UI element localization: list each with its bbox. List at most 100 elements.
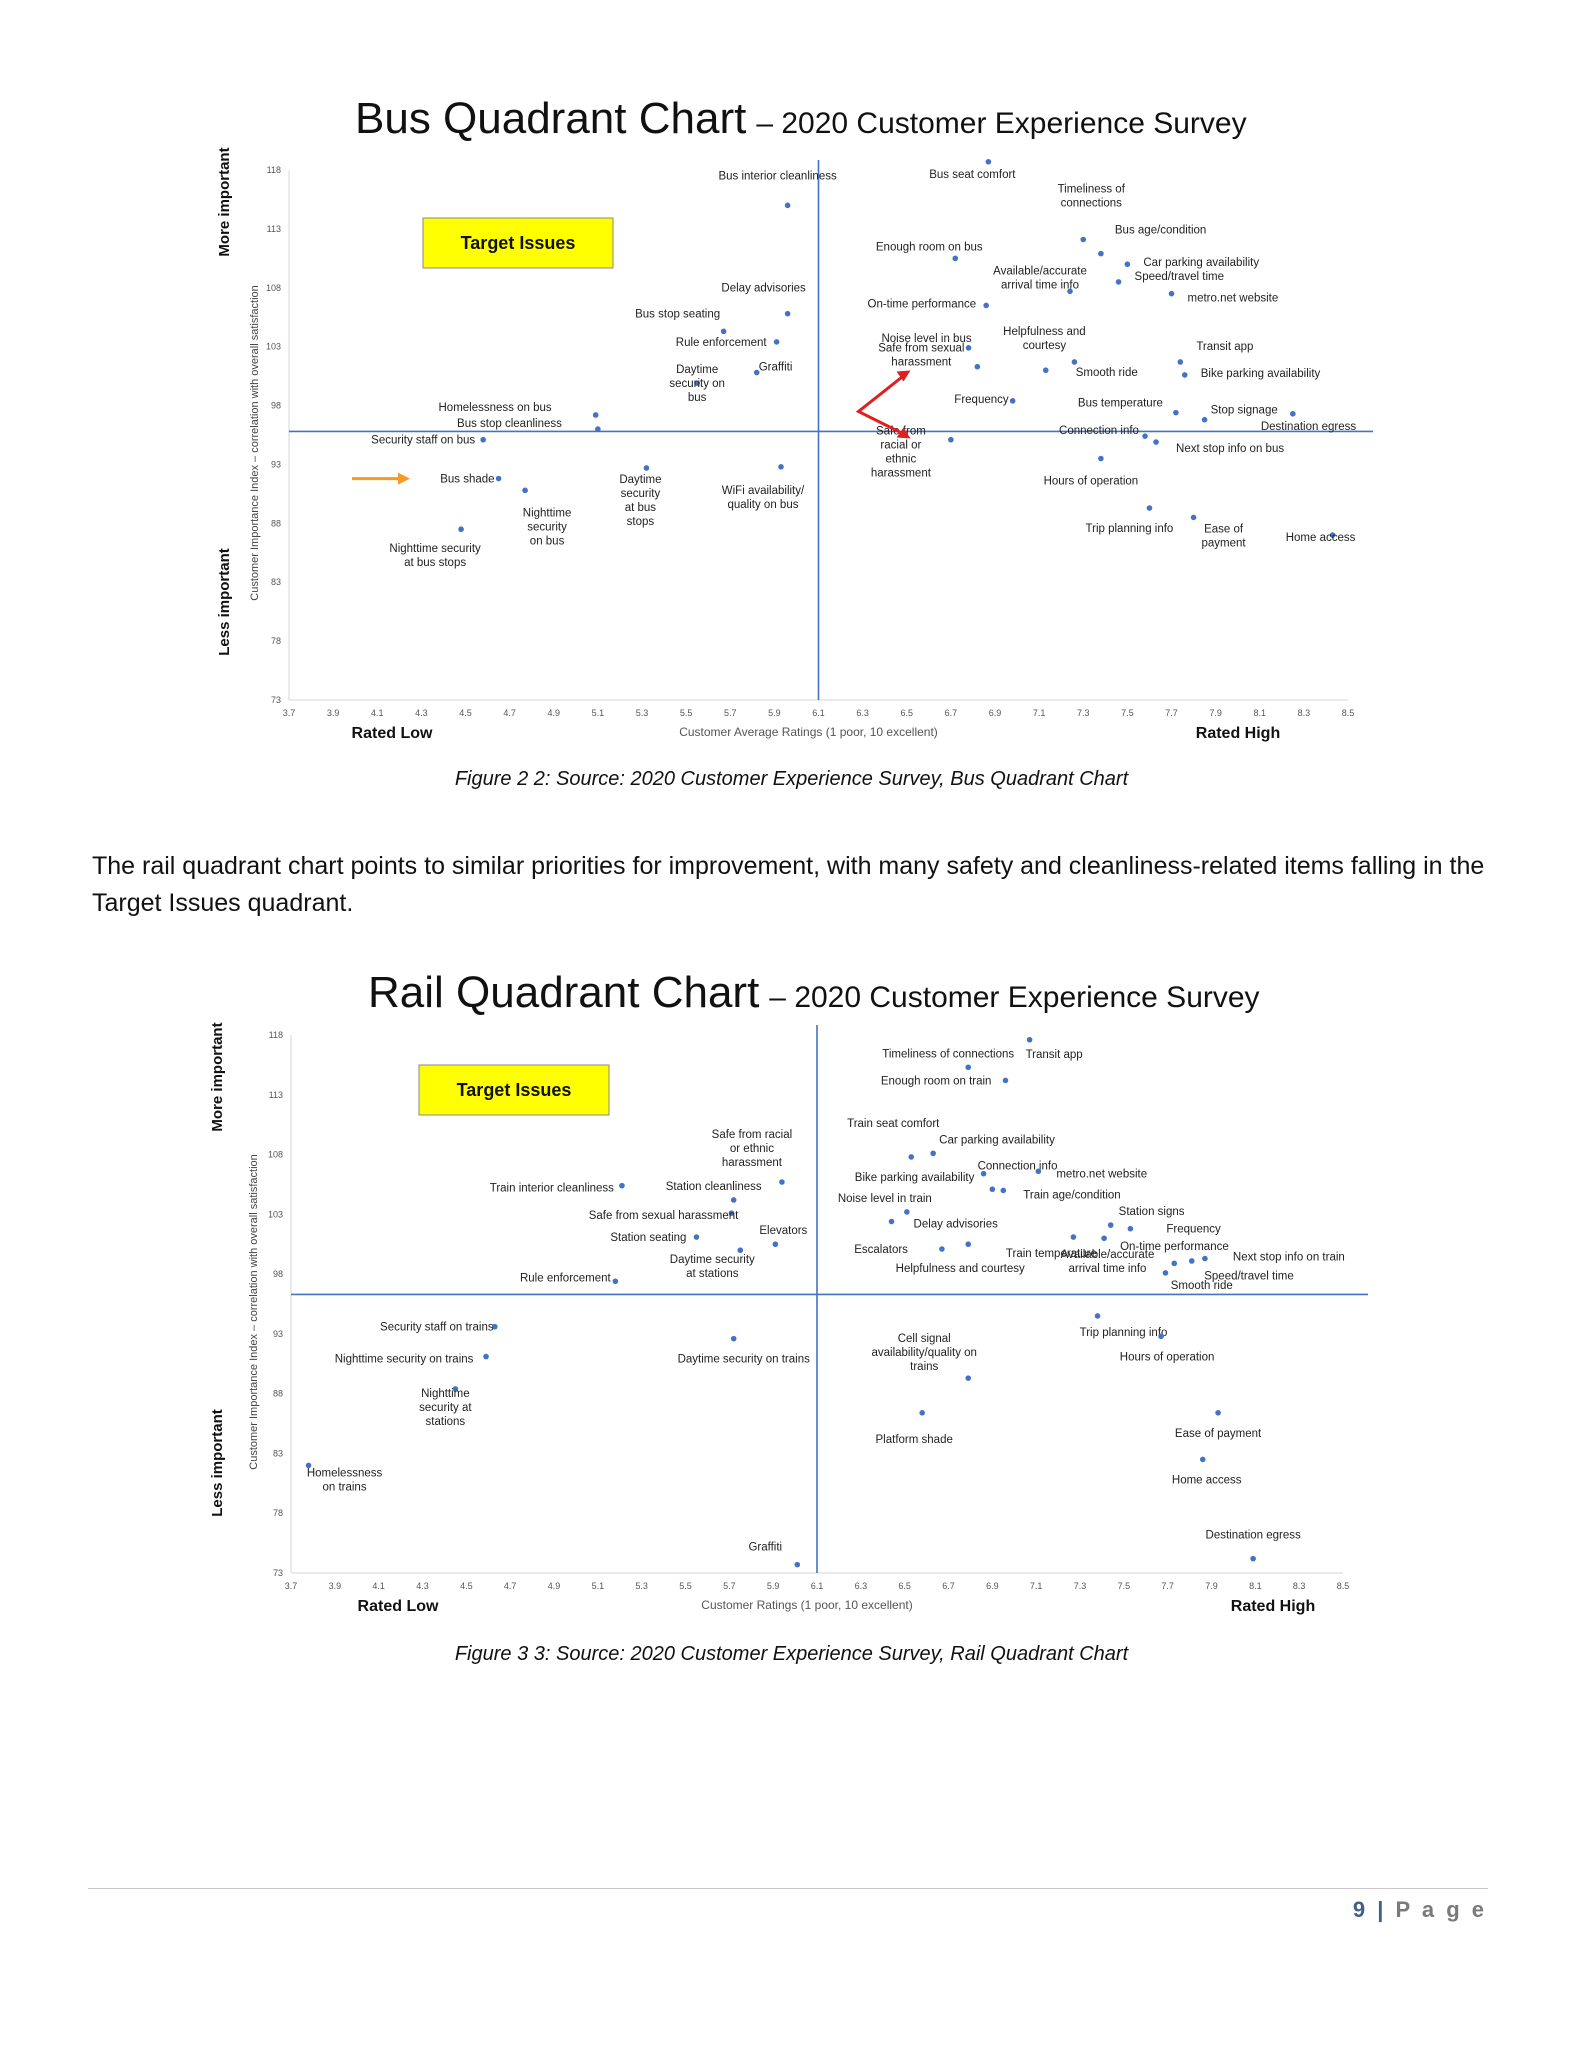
x-tick-label: 4.7: [504, 1581, 517, 1591]
page-separator: |: [1377, 1897, 1387, 1922]
y-tick-label: 78: [271, 636, 281, 646]
x-tick-label: 8.5: [1342, 708, 1355, 718]
point-noise-level-in-bus: [965, 345, 972, 351]
point-elevators: [772, 1241, 779, 1248]
point-bike-parking-availability: [1181, 372, 1188, 378]
point-bus-stop-cleanliness: [595, 426, 601, 432]
more-important-label: More important: [209, 1022, 226, 1131]
point-label-line: Hours of operation: [1044, 476, 1139, 488]
footer-divider: [88, 1888, 1488, 1889]
point-label-helpfulness-and-courtesy: Helpfulness and courtesy: [896, 1263, 1025, 1275]
point-available-accurate-arrival-time-info: [1162, 1270, 1169, 1276]
point-label-line: harassment: [891, 357, 952, 369]
x-tick-label: 4.1: [372, 1581, 385, 1591]
point-label-line: security: [621, 488, 661, 500]
point-wifi-availability-quality-on-bus: [778, 464, 784, 470]
x-tick-label: 5.5: [680, 708, 693, 718]
point-label-line: Bus age/condition: [1115, 225, 1206, 237]
point-label-train-temperature: Train temperature: [1006, 1248, 1097, 1260]
bus-quadrant-chart: Bus Quadrant Chart – 2020 Customer Experi…: [216, 94, 1373, 742]
point-label-hours-of-operation: Hours of operation: [1120, 1351, 1215, 1363]
point-label-line: arrival time info: [1068, 1263, 1146, 1275]
point-transit-app: [1177, 359, 1184, 365]
x-tick-label: 7.7: [1165, 708, 1178, 718]
point-label-transit-app: Transit app: [1196, 341, 1253, 353]
chart-title-subtitle: – 2020 Customer Experience Survey: [756, 107, 1246, 140]
point-safe-from-sexual-harassment: [974, 363, 981, 370]
x-tick-label: 3.7: [283, 708, 296, 718]
point-label-line: Security staff on bus: [371, 435, 475, 447]
point-label-transit-app: Transit app: [1026, 1049, 1083, 1061]
point-label-line: on trains: [322, 1481, 366, 1493]
point-trip-planning-info: [1146, 505, 1153, 511]
x-tick-label: 7.3: [1074, 1581, 1087, 1591]
x-tick-label: 8.1: [1249, 1581, 1262, 1591]
point-label-line: Homelessness: [307, 1467, 383, 1479]
point-label-bus-stop-cleanliness: Bus stop cleanliness: [457, 418, 562, 430]
point-label-line: Bus temperature: [1078, 398, 1163, 410]
point-label-line: harassment: [722, 1157, 783, 1169]
x-axis-title: Customer Average Ratings (1 poor, 10 exc…: [679, 725, 938, 739]
more-important-label: More important: [216, 147, 233, 256]
point-label-line: Noise level in bus: [881, 333, 971, 345]
point-nighttime-security-on-bus: [522, 487, 528, 494]
point-label-graffiti: Graffiti: [748, 1542, 782, 1554]
point-homelessness-on-bus: [592, 412, 599, 418]
point-label-line: Next stop info on train: [1233, 1252, 1345, 1264]
x-tick-label: 7.9: [1209, 708, 1222, 718]
point-daytime-security-at-stations: [737, 1247, 744, 1253]
point-label-line: Next stop info on bus: [1176, 443, 1284, 455]
point-cell-signal-availability-quality-on-trains: [965, 1375, 972, 1381]
x-tick-label: 8.1: [1253, 708, 1266, 718]
point-label-home-access: Home access: [1172, 1474, 1242, 1486]
red-arrow-head-up: [896, 370, 911, 382]
point-label-line: Homelessness on bus: [439, 402, 552, 414]
x-tick-label: 5.9: [768, 708, 781, 718]
point-safe-from-sexual-harassment: [728, 1210, 735, 1216]
point-label-delay-advisories: Delay advisories: [721, 283, 806, 295]
point-rule-enforcement: [612, 1278, 619, 1285]
x-tick-label: 6.9: [986, 1581, 999, 1591]
page-number: 9: [1352, 1897, 1369, 1922]
point-label-line: stations: [426, 1416, 466, 1428]
point-next-stop-info-on-train: [1202, 1255, 1208, 1262]
point-nighttime-security-at-stations: [452, 1386, 459, 1392]
point-label-on-time-performance: On-time performance: [868, 298, 977, 310]
point-label-train-interior-cleanliness: Train interior cleanliness: [490, 1183, 614, 1195]
point-label-nighttime-security-on-bus: Nighttime security on bus: [523, 507, 572, 547]
x-tick-label: 4.9: [548, 1581, 561, 1591]
x-tick-label: 5.3: [636, 708, 649, 718]
point-label-train-age-condition: Train age/condition: [1023, 1189, 1120, 1201]
point-label-homelessness-on-trains: Homelessness on trains: [307, 1467, 383, 1493]
point-connection-info: [980, 1170, 987, 1177]
point-label-enough-room-on-train: Enough room on train: [881, 1075, 992, 1087]
point-label-metro-net-website: metro.net website: [1056, 1168, 1147, 1180]
point-label-line: Helpfulness and: [1003, 326, 1085, 338]
point-label-line: trains: [910, 1361, 938, 1373]
point-label-line: Frequency: [1166, 1224, 1221, 1236]
point-label-line: Bus interior cleanliness: [718, 170, 837, 182]
less-important-label: Less important: [209, 1409, 226, 1517]
point-trip-planning-info: [1094, 1313, 1101, 1319]
less-important-label: Less important: [216, 548, 233, 656]
point-label-line: Bus seat comfort: [929, 169, 1016, 181]
point-train-age-condition: [1000, 1187, 1007, 1194]
point-label-platform-shade: Platform shade: [876, 1434, 953, 1446]
point-label-line: On-time performance: [1120, 1241, 1229, 1253]
point-daytime-security-on-trains: [730, 1335, 737, 1342]
point-label-line: Train age/condition: [1023, 1189, 1120, 1201]
point-label-bus-temperature: Bus temperature: [1078, 398, 1163, 410]
point-label-line: Bus shade: [440, 474, 494, 486]
x-tick-label: 4.5: [459, 708, 472, 718]
point-homelessness-on-trains: [305, 1462, 312, 1469]
x-tick-label: 6.1: [812, 708, 825, 718]
y-tick-label: 83: [271, 577, 281, 587]
x-tick-label: 7.5: [1118, 1581, 1131, 1591]
point-label-graffiti: Graffiti: [759, 362, 793, 374]
point-label-line: Safe from sexual harassment: [589, 1210, 739, 1222]
point-label-line: security on: [669, 378, 725, 390]
point-next-stop-info-on-bus: [1153, 439, 1159, 445]
point-security-staff-on-trains: [492, 1323, 498, 1330]
point-label-line: Rule enforcement: [676, 337, 768, 349]
point-hours-of-operation: [1158, 1333, 1164, 1340]
